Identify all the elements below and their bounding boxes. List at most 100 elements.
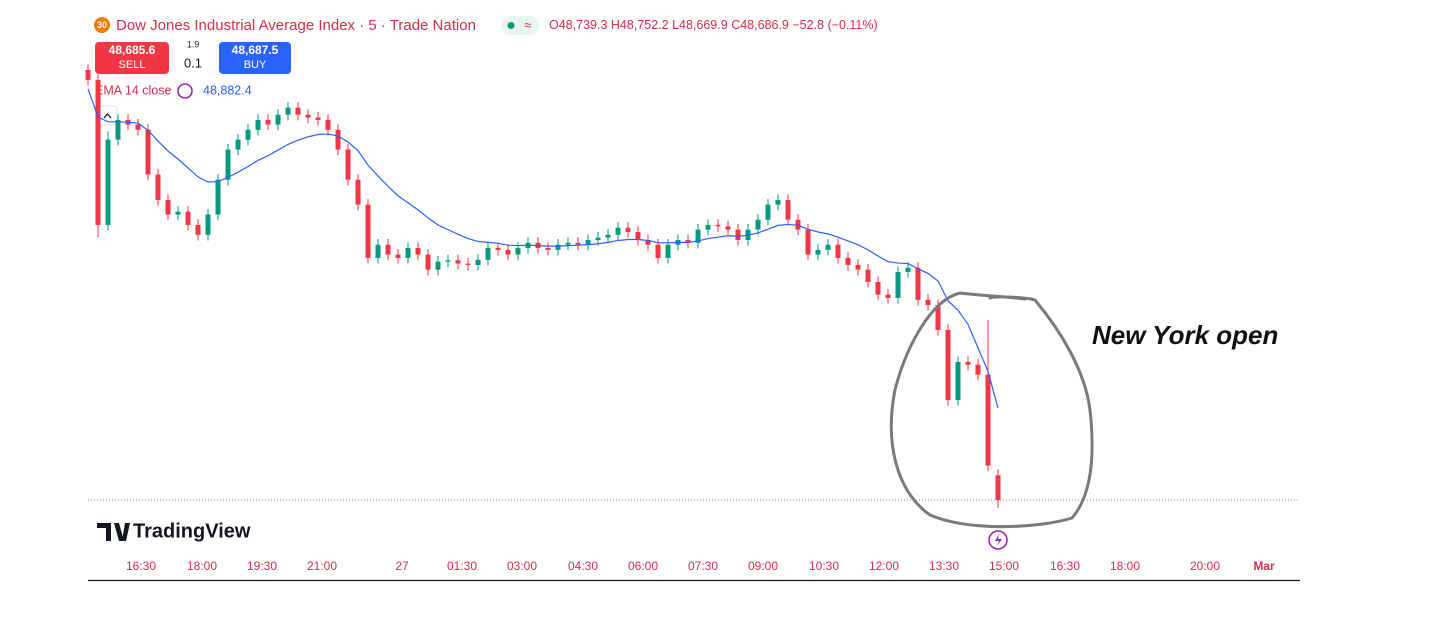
candle-body (315, 117, 321, 120)
buy-label: BUY (244, 59, 267, 71)
indicator-icon[interactable] (177, 83, 193, 99)
x-tick-label: 21:00 (307, 559, 337, 573)
candle-body (755, 219, 761, 230)
candle-body (545, 248, 551, 250)
indicator-name[interactable]: EMA 14 close (95, 83, 171, 97)
x-tick-label: 18:00 (1110, 559, 1140, 573)
x-tick-label: 15:00 (989, 559, 1019, 573)
ohlc-value: 48,686.9 (740, 18, 789, 32)
indicator-value: 48,882.4 (203, 83, 252, 97)
ohlc: O48,739.3 H48,752.2 L48,669.9 C48,686.9 … (549, 18, 878, 32)
candle-body (695, 229, 701, 243)
x-tick-label: 03:00 (507, 559, 537, 573)
candle-body (425, 254, 431, 270)
candle-body (775, 199, 781, 205)
watermark: TradingView (133, 520, 251, 542)
candle-body (765, 204, 771, 220)
candle-body (915, 267, 921, 300)
change: −52.8 (−0.11%) (792, 18, 877, 32)
candle-body (215, 179, 221, 215)
x-tick-label: 18:00 (187, 559, 217, 573)
buy-button[interactable] (219, 42, 291, 74)
status-pill[interactable] (501, 16, 539, 35)
candle-body (335, 129, 341, 150)
x-axis: 16:30 18:00 19:30 21:00 27 01:30 03:00 04:30 06:… (126, 559, 1275, 573)
candle-body (925, 299, 931, 305)
candle-body (785, 199, 791, 220)
candle-body (345, 149, 351, 180)
badge: 30 (97, 20, 107, 30)
event-bolt (995, 534, 1002, 546)
symbol-title[interactable]: Dow Jones Industrial Average Index · 5 ·… (116, 17, 476, 34)
candle-body (935, 304, 941, 330)
candle-body (465, 263, 471, 265)
ohlc-key: C (731, 18, 740, 32)
candle-body (435, 261, 441, 270)
candle-body (595, 237, 601, 240)
candle-body (555, 244, 561, 250)
candle-body (585, 239, 591, 245)
candle-body (985, 374, 991, 466)
candle-body (795, 219, 801, 230)
candle-body (505, 249, 511, 255)
candle-body (275, 114, 281, 125)
ohlc-value: 48,752.2 (620, 18, 669, 32)
candle-body (895, 272, 901, 298)
candle-body (975, 364, 981, 375)
x-tick-label: 27 (395, 559, 409, 573)
status-icon: ≈ (524, 17, 531, 32)
x-tick-label: 13:30 (929, 559, 959, 573)
candle-body (175, 211, 181, 215)
candle-body (295, 107, 301, 115)
buy-price: 48,687.5 (232, 43, 279, 57)
quantity[interactable]: 0.1 (184, 55, 202, 70)
candle-body (415, 248, 421, 255)
candle-body (715, 224, 721, 227)
candle-body (645, 239, 651, 245)
x-tick-label: 10:30 (809, 559, 839, 573)
candle-body (625, 227, 631, 232)
candle-body (905, 267, 911, 273)
candle-body (605, 234, 611, 238)
candle-body (685, 239, 691, 243)
badge-icon (94, 17, 110, 33)
ohlc-key: L (672, 18, 679, 32)
candle-body (185, 211, 191, 225)
ohlc-value: 48,739.3 (559, 18, 608, 32)
x-tick-label: 01:30 (447, 559, 477, 573)
annotation: New York open (1092, 320, 1278, 350)
candle-body (945, 329, 951, 401)
candle-body (105, 139, 111, 225)
candle-body (225, 149, 231, 180)
candle-body (135, 124, 141, 130)
candle-body (665, 244, 671, 258)
collapse-icon (103, 113, 112, 119)
candle-body (805, 229, 811, 255)
candle-body (885, 294, 891, 298)
x-tick-label: 06:00 (628, 559, 658, 573)
candle-body (355, 179, 361, 205)
sell-price: 48,685.6 (109, 43, 156, 57)
x-tick-label: 16:30 (126, 559, 156, 573)
candle-body (725, 226, 731, 230)
candle-body (565, 242, 571, 245)
ohlc-key: O (549, 18, 559, 32)
candle-body (965, 361, 971, 365)
candle-body (485, 248, 491, 260)
x-tick-label: 07:30 (688, 559, 718, 573)
candle-body (865, 269, 871, 282)
candle-body (575, 242, 581, 245)
ohlc-key: H (611, 18, 620, 32)
hand-drawn-circle (889, 291, 1094, 529)
candle-body (455, 260, 461, 264)
candle-body (615, 227, 621, 235)
candle-body (475, 259, 481, 265)
candle-body (405, 248, 411, 258)
logo-icon (97, 523, 130, 541)
candle-body (145, 129, 151, 175)
candle-body (845, 257, 851, 265)
candle-body (735, 229, 741, 240)
sell-button[interactable] (95, 42, 169, 74)
candle-body (705, 224, 711, 230)
